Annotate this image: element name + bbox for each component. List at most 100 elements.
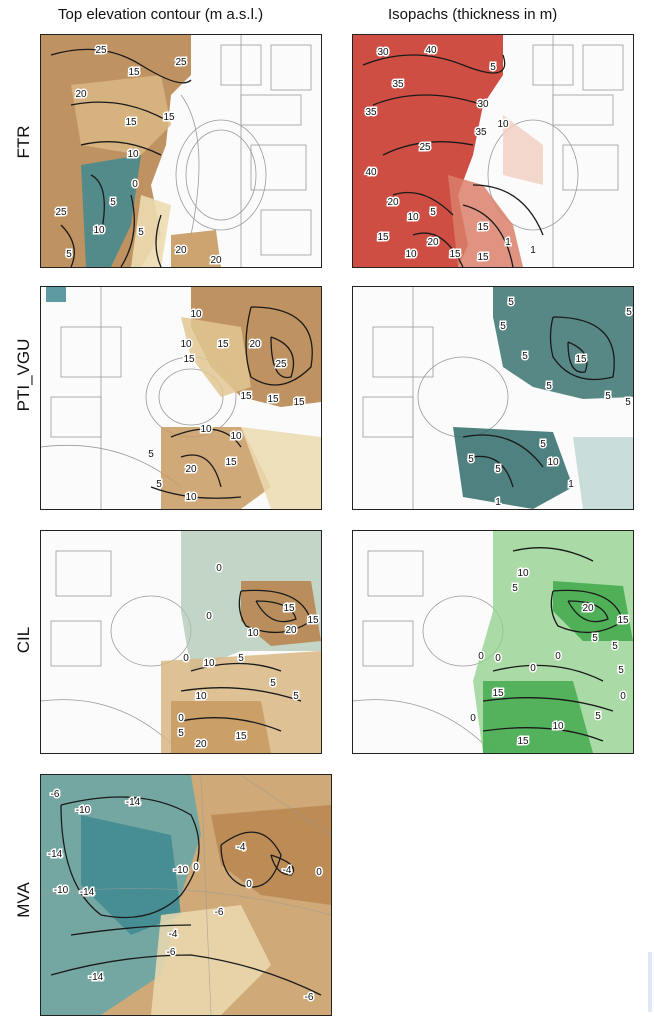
contour-label: 30 — [377, 47, 389, 58]
contour-label: 5 — [156, 479, 162, 490]
ftr-contour-labels: 25 25 15 20 15 15 10 0 5 10 25 5 5 20 20 — [54, 44, 224, 268]
contour-label: 20 — [249, 339, 261, 350]
contour-label: 15 — [225, 457, 237, 468]
contour-label: 20 — [582, 603, 594, 614]
ftr-thickness-mid — [448, 175, 523, 267]
contour-label: 10 — [405, 249, 417, 260]
map-panel-cil-isopachs: 10 5 20 15 0 0 5 5 0 0 5 15 0 15 10 5 0 — [352, 530, 634, 754]
contour-label: 30 — [477, 99, 489, 110]
cil-contour-lines — [180, 589, 312, 732]
contour-label: -10 — [76, 805, 91, 816]
contour-label: 0 — [530, 663, 536, 674]
street-basemap — [41, 550, 192, 753]
contour-label: 5 — [500, 321, 506, 332]
contour-label: 0 — [132, 179, 138, 190]
pti-iso-contour-labels: 5 5 5 5 15 5 5 5 10 5 5 1 1 5 — [467, 296, 633, 510]
ftr-iso-contour-labels: 30 40 35 35 5 30 10 25 35 40 20 10 15 5 … — [364, 44, 538, 265]
contour-label: 5 — [148, 449, 154, 460]
contour-label: 15 — [128, 67, 140, 78]
contour-label: 15 — [125, 117, 137, 128]
contour-label: 5 — [430, 207, 436, 218]
contour-label: -6 — [167, 947, 176, 958]
contour-label: 5 — [293, 691, 299, 702]
contour-label: 35 — [392, 79, 404, 90]
row-label-ftr: FTR — [14, 125, 33, 159]
contour-label: 5 — [238, 653, 244, 664]
row-label-pti-vgu: PTI_VGU — [14, 338, 33, 412]
contour-label: 10 — [552, 721, 564, 732]
contour-label: 15 — [492, 688, 504, 699]
ftr-elevation-low — [81, 155, 141, 267]
contour-label: 35 — [475, 127, 487, 138]
contour-label: 40 — [365, 167, 377, 178]
contour-label: 15 — [293, 397, 305, 408]
mva-contour-lines — [50, 796, 322, 996]
contour-label: 10 — [200, 424, 212, 435]
contour-label: 20 — [175, 245, 187, 256]
mva-top-elevation-map: -6 -10 -14 -14 -10 -14 -14 -10 -6 -4 0 -… — [41, 775, 331, 1015]
pti-contour-labels: 10 10 15 15 20 25 15 15 15 10 10 15 20 1… — [147, 308, 307, 505]
contour-label: 10 — [230, 431, 242, 442]
map-panel-mva-top-elevation: -6 -10 -14 -14 -10 -14 -14 -10 -6 -4 0 -… — [40, 774, 332, 1016]
contour-label: 5 — [618, 665, 624, 676]
contour-label: 15 — [267, 394, 279, 405]
pti-thickness-low — [573, 437, 633, 509]
cil-thickness-south — [483, 681, 593, 753]
contour-label: 15 — [307, 615, 319, 626]
contour-label: 5 — [512, 583, 518, 594]
ftr-isopach-map: 30 40 35 35 5 30 10 25 35 40 20 10 15 5 … — [353, 35, 624, 267]
pti-elevation-south — [161, 427, 271, 509]
contour-label: 15 — [283, 603, 295, 614]
contour-label: 15 — [477, 222, 489, 233]
contour-label: 1 — [568, 479, 574, 490]
contour-label: 1 — [530, 245, 536, 256]
contour-label: -14 — [89, 972, 104, 983]
contour-label: 15 — [235, 731, 247, 742]
contour-label: 5 — [605, 391, 611, 402]
contour-label: 25 — [419, 142, 431, 153]
contour-label: 15 — [517, 736, 529, 747]
contour-label: 25 — [275, 359, 287, 370]
contour-label: 15 — [183, 354, 195, 365]
contour-label: 15 — [377, 232, 389, 243]
contour-label: 0 — [495, 653, 501, 664]
contour-label: 10 — [185, 492, 197, 503]
contour-label: 5 — [592, 633, 598, 644]
contour-label: 10 — [180, 339, 192, 350]
pti-thickness-north — [493, 287, 633, 399]
contour-label: 20 — [210, 255, 222, 266]
cil-elevation-high — [241, 581, 321, 646]
pti-thickness-south — [453, 427, 573, 509]
pti-contour-lines — [150, 306, 313, 499]
pti-elevation-light — [241, 427, 321, 509]
column-title-top-elevation: Top elevation contour (m a.s.l.) — [58, 6, 264, 23]
street-basemap — [41, 775, 331, 1015]
contour-label: 0 — [183, 653, 189, 664]
contour-label: 25 — [175, 57, 187, 68]
contour-label: -4 — [169, 929, 178, 940]
contour-label: 20 — [427, 237, 439, 248]
contour-label: 5 — [66, 249, 72, 260]
pti-elevation-mid — [181, 317, 251, 397]
contour-label: 15 — [617, 615, 629, 626]
contour-label: 0 — [206, 611, 212, 622]
contour-label: 0 — [193, 862, 199, 873]
mva-contour-labels: -6 -10 -14 -14 -10 -14 -14 -10 -6 -4 0 -… — [46, 788, 323, 1005]
contour-label: 10 — [547, 457, 559, 468]
column-title-isopachs: Isopachs (thickness in m) — [388, 6, 558, 23]
contour-label: 0 — [316, 867, 322, 878]
contour-label: 15 — [575, 354, 587, 365]
contour-label: 0 — [620, 691, 626, 702]
contour-label: 40 — [425, 45, 437, 56]
contour-label: 5 — [495, 464, 501, 475]
contour-label: 10 — [407, 212, 419, 223]
ftr-contour-lines — [50, 48, 192, 267]
contour-label: 0 — [470, 713, 476, 724]
contour-label: 5 — [540, 439, 546, 450]
pti-isopach-map: 5 5 5 5 15 5 5 5 10 5 5 1 1 5 — [362, 287, 633, 510]
contour-label: 20 — [195, 739, 207, 750]
contour-label: 20 — [75, 89, 87, 100]
contour-label: 10 — [203, 658, 215, 669]
contour-label: 1 — [505, 237, 511, 248]
contour-label: 5 — [612, 641, 618, 652]
